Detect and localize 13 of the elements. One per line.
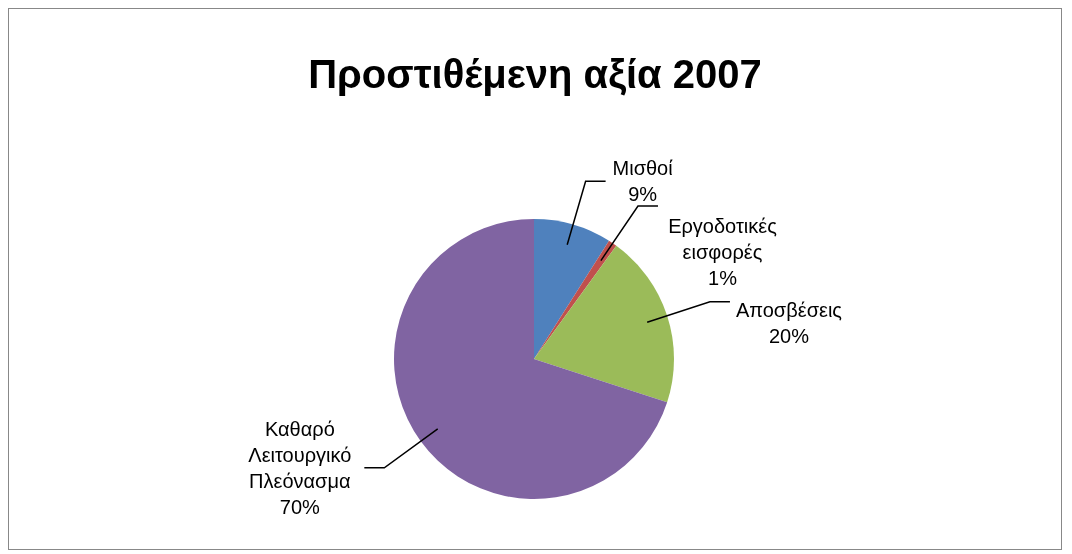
data-label: 1% bbox=[708, 267, 738, 290]
data-label: 9% bbox=[628, 183, 658, 206]
slice-label: Μισθοί bbox=[612, 157, 674, 180]
data-label: 20% bbox=[768, 325, 810, 348]
pie-slice bbox=[534, 240, 617, 359]
slice-label: Καθαρό Λειτουργικό Πλεόνασμα bbox=[248, 417, 352, 492]
slice-label: Αποσβέσεις bbox=[735, 299, 843, 322]
pie-slice bbox=[534, 245, 674, 403]
pie-slice bbox=[534, 219, 610, 359]
data-label: 70% bbox=[279, 495, 321, 518]
pie-slice bbox=[394, 219, 668, 499]
slice-label: Εργοδοτικές εισφορές bbox=[668, 215, 778, 264]
chart-title: Προστιθέμενη αξία 2007 bbox=[308, 52, 762, 96]
